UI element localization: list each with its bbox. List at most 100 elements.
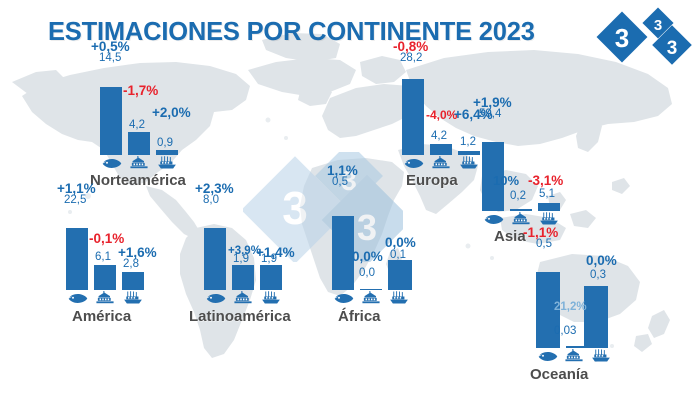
fishing-boat-icon <box>153 156 181 169</box>
value-oceania-2: 0,3 <box>590 269 606 281</box>
bar-africa-1 <box>360 289 382 290</box>
pct-africa-1: 0,0% <box>352 249 383 264</box>
processing-plant-icon <box>427 156 455 169</box>
pct-oceania-0: -1,1% <box>523 225 559 240</box>
bar-asia-1 <box>510 209 532 211</box>
label-latinoamerica: Latinoamérica <box>189 308 291 325</box>
watermark-digit-1: 3 <box>282 182 308 234</box>
pct-america-2: +1,6% <box>118 245 157 260</box>
bar-america-1 <box>94 265 116 290</box>
processing-plant-icon <box>357 291 385 304</box>
value-africa-1: 0,0 <box>359 267 375 279</box>
group-america: +1,1% 22,5 -0,1% 6,1 +1,6% 2,8 América <box>56 182 176 325</box>
group-asia: +1,9% 59,4 10% 0,2 -3,1% 5,1 Asia <box>470 96 590 245</box>
label-america: América <box>72 308 132 325</box>
pct-asia-0: +1,9% <box>473 95 512 110</box>
group-africa: 1,1% 0,5 0,0% 0,0 0,0% 0,1 África <box>327 164 448 325</box>
group-norteamerica: +0,5% 14,5 -1,7% 4,2 +2,0% 0,9 Norteamér… <box>90 40 212 189</box>
pct-oceania-1: 21,2% <box>554 301 587 313</box>
bar-oceania-2 <box>584 286 608 348</box>
fishing-boat-icon <box>587 349 615 362</box>
value-norteamerica-1: 4,2 <box>129 119 145 131</box>
label-africa: África <box>338 308 381 325</box>
fish-icon <box>399 156 427 169</box>
logo-digit-1: 3 <box>615 23 629 53</box>
watermark-digit-3: 3 <box>357 207 377 248</box>
group-europa: -0,8% 28,2 -4,0% 4,2 +6,4% 1,2 Europa <box>393 40 516 189</box>
fish-icon <box>97 156 125 169</box>
value-asia-2: 5,1 <box>539 188 555 200</box>
value-latinoamerica-1: 1,9 <box>233 253 249 265</box>
value-latinoamerica-0: 8,0 <box>203 194 219 206</box>
pct-oceania-2: 0,0% <box>586 253 617 268</box>
value-norteamerica-2: 0,9 <box>157 137 173 149</box>
fish-icon <box>533 349 561 362</box>
value-norteamerica-0: 14,5 <box>99 52 122 64</box>
value-oceania-0: 0,5 <box>536 238 552 250</box>
icon-row-asia <box>470 212 568 225</box>
pct-europa-0: -0,8% <box>393 39 429 54</box>
label-norteamerica: Norteamérica <box>90 172 186 189</box>
bar-europa-1 <box>430 144 452 155</box>
bar-latinoamerica-0 <box>204 228 226 290</box>
pct-asia-2: -3,1% <box>528 173 564 188</box>
bar-america-0 <box>66 228 88 290</box>
pct-norteamerica-2: +2,0% <box>152 105 191 120</box>
logo-digit-2: 3 <box>654 17 662 34</box>
pct-norteamerica-0: +0,5% <box>91 39 130 54</box>
value-europa-2: 1,2 <box>460 136 476 148</box>
bar-oceania-1 <box>566 346 588 348</box>
processing-plant-icon <box>125 156 153 169</box>
pct-europa-1: -4,0% <box>426 108 458 122</box>
fishing-boat-icon <box>535 212 563 225</box>
value-america-0: 22,5 <box>64 194 87 206</box>
bar-asia-0 <box>482 142 504 211</box>
value-europa-0: 28,2 <box>400 52 423 64</box>
pct-africa-0: 1,1% <box>327 163 358 178</box>
label-europa: Europa <box>406 172 458 189</box>
brand-logo: 3 3 3 <box>592 6 696 68</box>
pct-latinoamerica-2: +1,4% <box>256 245 295 260</box>
fish-icon <box>329 291 357 304</box>
pct-europa-2: +6,4% <box>454 107 493 122</box>
value-latinoamerica-2: 1,9 <box>261 253 277 265</box>
bar-norteamerica-0 <box>100 87 122 155</box>
value-africa-0: 0,5 <box>332 176 348 188</box>
pct-norteamerica-1: -1,7% <box>123 83 159 98</box>
value-asia-1: 0,2 <box>510 190 526 202</box>
bar-asia-2 <box>538 203 560 211</box>
icon-row-america <box>56 291 154 304</box>
icon-row-oceania <box>522 349 620 362</box>
pct-asia-1: 10% <box>493 173 520 188</box>
bar-europa-2 <box>458 151 480 155</box>
label-oceania: Oceanía <box>530 366 589 383</box>
processing-plant-icon <box>507 212 535 225</box>
bar-norteamerica-2 <box>156 150 178 155</box>
fish-icon <box>63 291 91 304</box>
group-latinoamerica: +2,3% 8,0 +3,9% 1,9 +1,4% 1,9 Latinoamér… <box>189 182 322 325</box>
pct-latinoamerica-0: +2,3% <box>195 181 234 196</box>
value-america-1: 6,1 <box>95 251 111 263</box>
bar-africa-2 <box>388 260 412 290</box>
processing-plant-icon <box>229 291 257 304</box>
bar-norteamerica-1 <box>128 132 150 155</box>
bar-latinoamerica-2 <box>260 265 282 290</box>
icon-row-africa <box>328 291 426 304</box>
processing-plant-icon <box>561 349 587 362</box>
value-oceania-1: 0,03 <box>554 325 577 337</box>
value-asia-0: 59,4 <box>479 108 502 120</box>
bar-oceania-0 <box>536 272 560 348</box>
value-america-2: 2,8 <box>123 258 139 270</box>
bar-latinoamerica-1 <box>232 265 254 290</box>
pct-latinoamerica-1: +3,9% <box>228 245 261 257</box>
value-africa-2: 0,1 <box>390 249 406 261</box>
icon-row-latinoamerica <box>192 291 290 304</box>
fish-icon <box>201 291 229 304</box>
label-asia: Asia <box>494 228 526 245</box>
bar-europa-0 <box>402 79 424 155</box>
value-europa-1: 4,2 <box>431 130 447 142</box>
pct-america-0: +1,1% <box>57 181 96 196</box>
processing-plant-icon <box>91 291 119 304</box>
fishing-boat-icon <box>385 291 413 304</box>
